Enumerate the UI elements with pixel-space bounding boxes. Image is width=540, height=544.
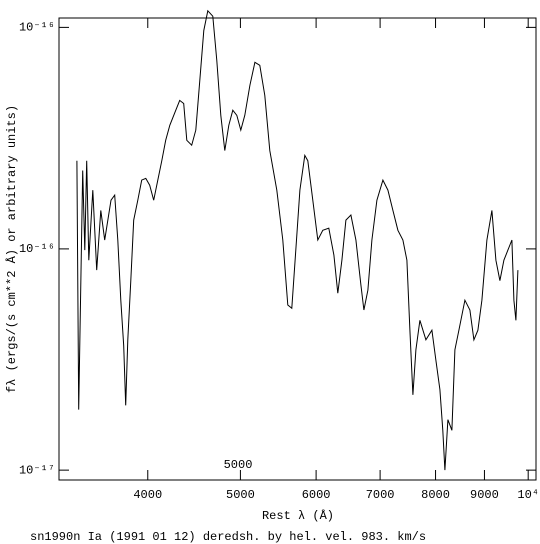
x-tick-label: 9000 [470,488,499,502]
y-axis-label: fλ (ergs/(s cm**2 Å) or arbitrary units) [4,105,19,393]
chart-title: sn1990n Ia (1991 01 12) deredsh. by hel.… [30,530,426,544]
y-tick-label: 10⁻¹⁶ [19,21,55,35]
x-tick-label: 7000 [366,488,395,502]
plot-frame [58,17,537,481]
x-tick-label: 10⁴ [517,488,539,502]
x-tick-label: 5000 [226,488,255,502]
spectrum-line [76,9,519,471]
y-tick-label: 10⁻¹⁷ [19,463,55,477]
x-tick-label: 6000 [302,488,331,502]
y-tick-label: 10⁻¹⁶ [19,242,55,256]
annotation: 5000 [224,458,253,472]
x-tick-label: 4000 [133,488,162,502]
x-axis-label: Rest λ (Å) [262,508,334,523]
x-tick-label: 8000 [421,488,450,502]
